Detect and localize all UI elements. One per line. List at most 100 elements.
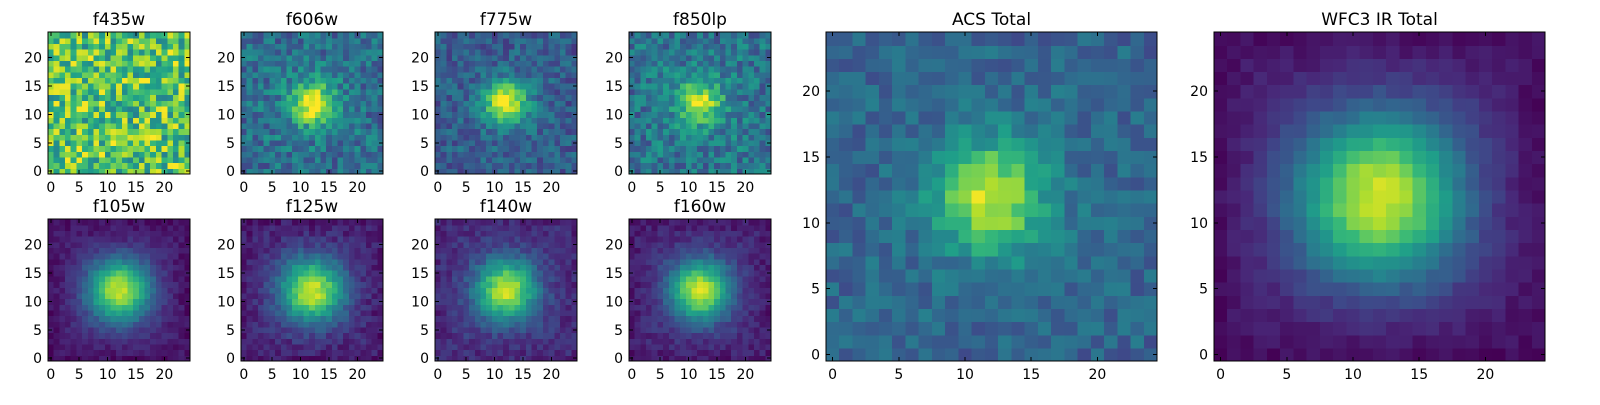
image-cell — [731, 117, 737, 123]
image-cell — [88, 242, 94, 248]
image-cell — [139, 344, 145, 350]
image-cell — [156, 321, 162, 327]
image-cell — [760, 94, 766, 100]
image-cell — [65, 344, 71, 350]
image-cell — [54, 310, 60, 316]
image-cell — [65, 157, 71, 163]
image-cell — [303, 151, 309, 157]
image-cell — [298, 242, 304, 248]
image-cell — [640, 89, 646, 95]
image-cell — [309, 66, 315, 72]
image-cell — [99, 83, 105, 89]
image-cell — [737, 117, 743, 123]
image-cell — [303, 333, 309, 339]
image-cell — [88, 264, 94, 270]
image-cell — [252, 60, 258, 66]
image-cell — [326, 350, 332, 356]
image-cell — [321, 236, 327, 242]
image-cell — [748, 129, 754, 135]
image-cell — [509, 242, 515, 248]
image-cell — [116, 304, 122, 310]
image-cell — [652, 316, 658, 322]
image-cell — [657, 316, 663, 322]
image-cell — [520, 310, 526, 316]
image-cell — [105, 49, 111, 55]
image-cell — [566, 123, 572, 129]
image-cell — [54, 276, 60, 282]
image-cell — [145, 123, 151, 129]
image-cell — [366, 77, 372, 83]
image-cell — [503, 49, 509, 55]
image-cell — [629, 287, 635, 293]
image-cell — [743, 276, 749, 282]
image-cell — [116, 287, 122, 293]
image-cell — [303, 259, 309, 265]
image-cell — [99, 60, 105, 66]
image-cell — [691, 112, 697, 118]
image-cell — [435, 276, 441, 282]
image-cell — [560, 43, 566, 49]
image-cell — [281, 333, 287, 339]
image-cell — [88, 230, 94, 236]
image-cell — [372, 60, 378, 66]
image-cell — [554, 281, 560, 287]
x-tick-label: 0 — [46, 367, 55, 383]
image-cell — [286, 321, 292, 327]
image-cell — [520, 117, 526, 123]
image-cell — [509, 89, 515, 95]
image-cell — [76, 38, 82, 44]
image-cell — [332, 219, 338, 225]
image-cell — [480, 89, 486, 95]
image-cell — [110, 32, 116, 38]
image-cell — [743, 151, 749, 157]
image-cell — [264, 140, 270, 146]
image-cell — [435, 310, 441, 316]
image-cell — [629, 151, 635, 157]
image-cell — [469, 253, 475, 259]
image-cell — [441, 94, 447, 100]
image-cell — [737, 350, 743, 356]
image-cell — [241, 60, 247, 66]
image-cell — [286, 316, 292, 322]
image-cell — [435, 89, 441, 95]
image-cell — [303, 219, 309, 225]
image-cell — [303, 264, 309, 270]
image-cell — [93, 89, 99, 95]
image-cell — [549, 89, 555, 95]
image-cell — [486, 276, 492, 282]
image-cell — [441, 77, 447, 83]
image-cell — [452, 72, 458, 78]
image-cell — [326, 83, 332, 89]
image-cell — [497, 83, 503, 89]
image-cell — [179, 72, 185, 78]
y-tick-label: 20 — [217, 51, 235, 67]
image-cell — [526, 112, 532, 118]
image-cell — [269, 151, 275, 157]
image-cell — [128, 72, 134, 78]
image-cell — [549, 281, 555, 287]
image-cell — [247, 304, 253, 310]
image-cell — [463, 89, 469, 95]
image-cell — [543, 293, 549, 299]
image-cell — [674, 140, 680, 146]
image-cell — [726, 151, 732, 157]
image-cell — [122, 38, 128, 44]
image-cell — [503, 333, 509, 339]
image-cell — [82, 89, 88, 95]
image-cell — [503, 117, 509, 123]
image-cell — [286, 43, 292, 49]
image-cell — [669, 72, 675, 78]
image-cell — [480, 338, 486, 344]
image-cell — [737, 151, 743, 157]
image-cell — [54, 129, 60, 135]
image-cell — [640, 134, 646, 140]
image-cell — [258, 134, 264, 140]
image-cell — [360, 77, 366, 83]
image-cell — [150, 333, 156, 339]
image-cell — [93, 219, 99, 225]
image-cell — [303, 276, 309, 282]
image-cell — [82, 140, 88, 146]
image-cell — [298, 264, 304, 270]
